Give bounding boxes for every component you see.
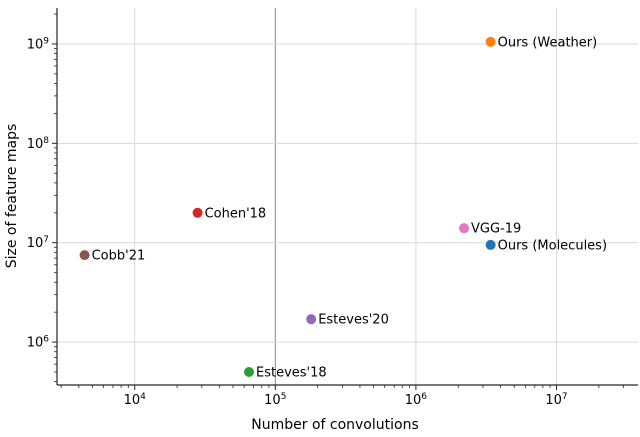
data-point-label: Ours (Weather): [498, 35, 598, 50]
data-point-label: VGG-19: [471, 222, 521, 237]
data-point: [485, 239, 496, 250]
axis-layer: 104 105 106 107 106 107 108 109: [27, 8, 638, 408]
x-tick-label: 105: [264, 392, 286, 408]
x-tick-label: 104: [124, 392, 147, 408]
x-axis-label: Number of convolutions: [251, 417, 419, 433]
y-tick-label: 109: [27, 36, 50, 52]
y-tick-label: 106: [27, 335, 50, 351]
data-point: [79, 250, 90, 261]
data-point-label: Ours (Molecules): [498, 238, 607, 253]
data-point: [306, 314, 317, 325]
data-point: [459, 223, 470, 234]
data-points-layer: Cobb'21 Cohen'18 Esteves'18 Esteves'20 VGG-1…: [79, 35, 607, 381]
data-point-label: Esteves'18: [256, 366, 327, 381]
data-point-label: Cohen'18: [205, 206, 267, 221]
y-tick-label: 108: [27, 136, 50, 152]
y-axis-label: Size of feature maps: [4, 124, 20, 269]
x-tick-label: 107: [545, 392, 567, 408]
y-tick-label: 107: [27, 235, 49, 251]
data-point-label: Cobb'21: [92, 249, 146, 264]
data-point-label: Esteves'20: [318, 313, 389, 328]
data-point: [244, 367, 255, 378]
data-point: [485, 36, 496, 47]
grid-layer: [57, 8, 638, 385]
x-tick-label: 106: [405, 392, 428, 408]
data-point: [192, 207, 203, 218]
